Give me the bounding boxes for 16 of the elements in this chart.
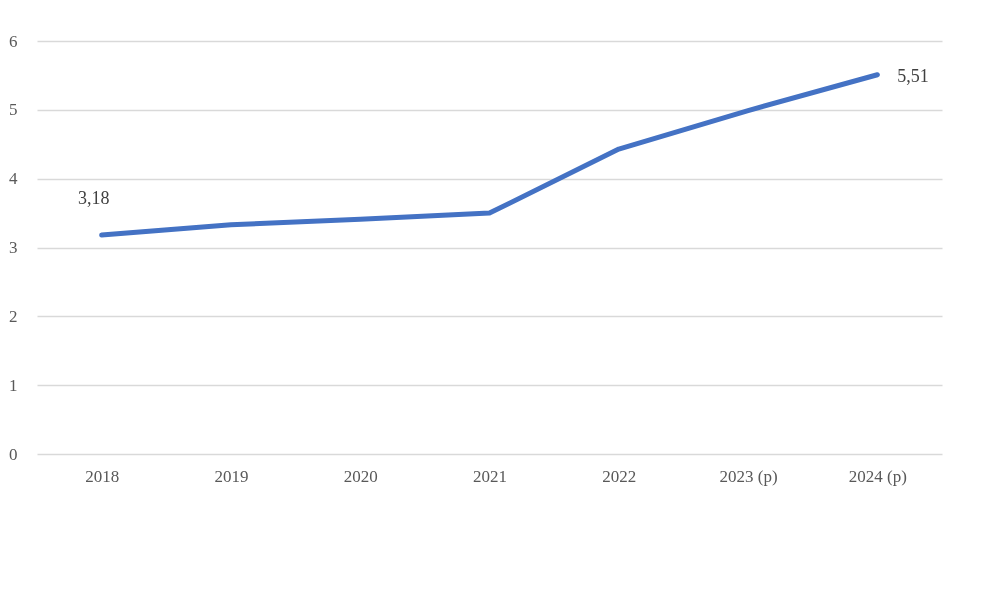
x-tick-label: 2024 (p) [848,466,907,486]
x-tick-label: 2018 [85,466,120,486]
y-tick-label: 1 [9,375,18,395]
data-label: 5,51 [897,65,929,86]
x-tick-label: 2023 (p) [719,466,778,486]
y-tick-label: 3 [9,238,18,257]
x-tick-label: 2022 [602,466,637,486]
y-tick-label: 5 [9,100,18,120]
y-tick-label: 0 [9,444,18,464]
y-tick-label: 6 [9,31,18,51]
x-tick-label: 2020 [343,466,378,486]
data-label: 3,18 [77,188,110,209]
x-tick-label: 2021 [473,466,507,486]
y-tick-label: 4 [9,169,18,189]
x-tick-label: 2019 [214,466,249,486]
y-tick-label: 2 [9,306,18,326]
